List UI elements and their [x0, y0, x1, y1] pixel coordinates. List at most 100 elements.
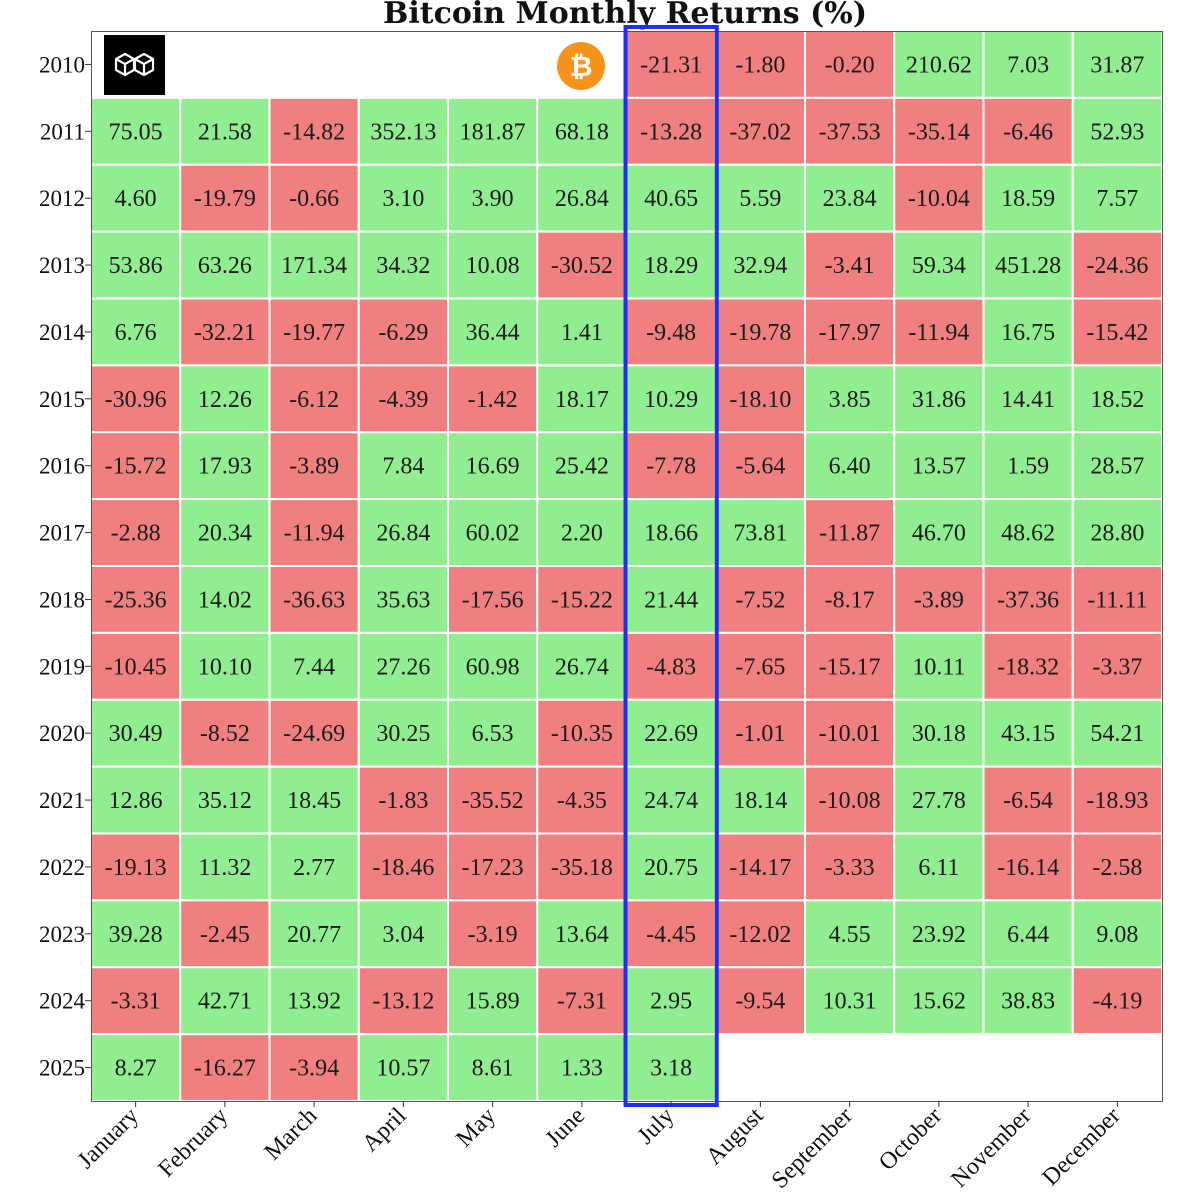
- heatmap-cell: [625, 698, 717, 768]
- cell-value-label: 60.98: [466, 654, 520, 680]
- cell-value-label: 63.26: [198, 253, 252, 279]
- heatmap-cell: [804, 498, 896, 567]
- heatmap-cell: [90, 631, 182, 701]
- cell-value-label: 18.52: [1090, 387, 1144, 413]
- heatmap-cell: [625, 765, 717, 835]
- heatmap-cell: [804, 96, 896, 166]
- heatmap-cell: [982, 832, 1074, 902]
- cell-value-label: -30.52: [551, 253, 613, 279]
- y-tick-label: 2025: [39, 1056, 85, 1081]
- cell-value-label: -35.14: [908, 119, 970, 145]
- heatmap-cell: [447, 698, 539, 768]
- cell-value-label: 14.02: [198, 587, 252, 613]
- heatmap-cell: [804, 230, 896, 300]
- cell-value-label: 15.62: [912, 989, 966, 1015]
- cell-value-label: 21.44: [644, 587, 698, 613]
- heatmap-cell: [179, 364, 271, 434]
- cell-value-label: 451.28: [995, 253, 1061, 279]
- cell-value-label: 2.77: [293, 855, 335, 881]
- cell-value-label: 20.34: [198, 521, 252, 547]
- cell-value-label: -7.65: [735, 654, 785, 680]
- heatmap-cell: [536, 832, 628, 902]
- heatmap-cell: [357, 431, 449, 501]
- cell-value-label: 7.03: [1007, 52, 1049, 78]
- heatmap-cell: [625, 1033, 717, 1102]
- heatmap-cell: [179, 96, 271, 166]
- cell-value-label: -19.78: [729, 320, 791, 346]
- cell-value-label: 30.18: [912, 721, 966, 747]
- heatmap-cell: [447, 431, 539, 501]
- cell-value-label: 12.86: [109, 788, 163, 814]
- cell-value-label: -6.12: [289, 387, 339, 413]
- x-tick-label: June: [541, 1103, 590, 1152]
- heatmap-cell: [1071, 698, 1163, 768]
- heatmap-cell: [536, 966, 628, 1036]
- cell-value-label: 14.41: [1001, 387, 1055, 413]
- heatmap-cell: [893, 765, 985, 835]
- y-tick-label: 2018: [39, 587, 85, 612]
- heatmap-cell: [982, 163, 1074, 233]
- y-tick-label: 2013: [39, 253, 85, 278]
- x-tick-label: December: [1038, 1103, 1126, 1191]
- x-axis: January February March April May June July Augu…: [73, 1101, 1126, 1194]
- heatmap-cell: [447, 765, 539, 835]
- cell-value-label: 181.87: [460, 119, 526, 145]
- cell-value-label: -1.01: [735, 721, 785, 747]
- cell-value-label: 28.57: [1090, 454, 1144, 480]
- heatmap-cell: [268, 96, 360, 166]
- cell-value-label: 68.18: [555, 119, 609, 145]
- heatmap-cell: [804, 163, 896, 233]
- cell-value-label: 20.75: [644, 855, 698, 881]
- heatmap-cell: [447, 364, 539, 434]
- interlocked-cubes-logo-icon: [104, 35, 165, 95]
- heatmap-cell: [804, 966, 896, 1036]
- cell-value-label: -6.29: [378, 320, 428, 346]
- logo-area: ₿: [104, 35, 605, 95]
- cell-value-label: 4.55: [829, 922, 871, 948]
- cell-value-label: -30.96: [105, 387, 167, 413]
- cell-value-label: 34.32: [376, 253, 430, 279]
- cell-value-label: 8.27: [115, 1056, 157, 1082]
- cell-value-label: 16.75: [1001, 320, 1055, 346]
- heatmap-cell: [893, 96, 985, 166]
- cell-value-label: -3.33: [825, 855, 875, 881]
- heatmap-cell: [447, 899, 539, 969]
- cell-value-label: -1.80: [735, 52, 785, 78]
- cell-value-label: 18.14: [733, 788, 787, 814]
- heatmap-cell: [625, 364, 717, 434]
- cell-value-label: 73.81: [733, 521, 787, 547]
- cell-value-label: -2.45: [200, 922, 250, 948]
- cell-value-label: 6.44: [1007, 922, 1049, 948]
- cell-value-label: -12.02: [729, 922, 791, 948]
- heatmap-cell: [982, 966, 1074, 1036]
- cell-value-label: -32.21: [194, 320, 256, 346]
- heatmap-cell: [982, 431, 1074, 501]
- cell-value-label: -1.83: [378, 788, 428, 814]
- heatmap-cell: [447, 565, 539, 634]
- heatmap-cell: [268, 364, 360, 434]
- cell-value-label: 3.90: [472, 186, 514, 212]
- cell-value-label: 20.77: [287, 922, 341, 948]
- cell-value-label: 15.89: [466, 989, 520, 1015]
- cell-value-label: 52.93: [1090, 119, 1144, 145]
- cell-value-label: -18.93: [1086, 788, 1148, 814]
- cell-value-label: -4.19: [1092, 989, 1142, 1015]
- cell-value-label: 1.33: [561, 1056, 603, 1082]
- heatmap-cell: [357, 1033, 449, 1102]
- y-tick-label: 2014: [39, 320, 86, 345]
- x-tick-label: April: [357, 1103, 411, 1157]
- heatmap-cell: [982, 297, 1074, 367]
- heatmap-cell: [90, 498, 182, 567]
- cell-value-label: -5.64: [735, 454, 785, 480]
- heatmap-cell: [804, 297, 896, 367]
- heatmap-cell: [536, 96, 628, 166]
- heatmap-cell: [447, 631, 539, 701]
- cell-value-label: 8.61: [472, 1056, 514, 1082]
- cell-value-label: 53.86: [109, 253, 163, 279]
- cell-value-label: -7.31: [557, 989, 607, 1015]
- cell-value-label: 75.05: [109, 119, 163, 145]
- cell-value-label: 10.08: [466, 253, 520, 279]
- heatmap-cell: [1071, 565, 1163, 634]
- heatmap-cell: [714, 96, 806, 166]
